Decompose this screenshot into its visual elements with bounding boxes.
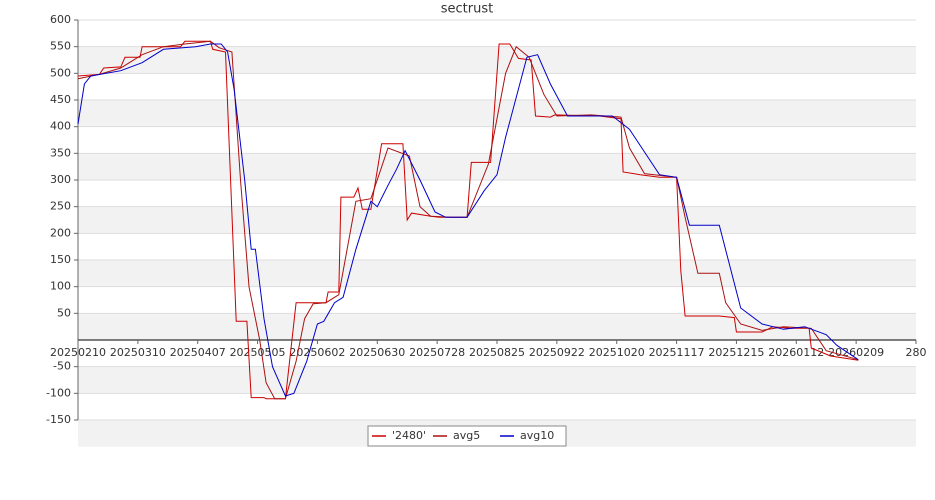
grid-band <box>78 100 916 127</box>
x-tick-label: 20250407 <box>170 346 226 359</box>
legend-label: avg10 <box>520 429 554 442</box>
chart-title: sectrust <box>441 2 493 17</box>
series-line <box>77 40 859 400</box>
x-tick-label: 20250728 <box>409 346 465 359</box>
x-tick-label: 20251215 <box>708 346 764 359</box>
x-tick-label: 20250310 <box>110 346 166 359</box>
legend-box <box>367 425 567 447</box>
legend-label: avg5 <box>453 429 480 442</box>
x-tick-label: 20250922 <box>529 346 585 359</box>
series-line <box>77 43 859 397</box>
grid-band <box>78 366 916 394</box>
x-tick-label: 20250630 <box>349 346 405 359</box>
x-tick-label: 20250602 <box>289 346 345 359</box>
x-tick-label: 20260112 <box>768 346 824 359</box>
x-tick-label: 20251020 <box>589 346 645 359</box>
y-tick-label: 500 <box>50 66 71 79</box>
y-tick-label: -50 <box>53 360 71 373</box>
x-tick-label: 20251117 <box>649 346 705 359</box>
y-tick-label: 100 <box>50 280 71 293</box>
y-tick-label: 450 <box>50 93 71 106</box>
x-tick-label: 20250825 <box>469 346 525 359</box>
y-tick-label: 200 <box>50 226 71 239</box>
y-tick-label: 250 <box>50 200 71 213</box>
y-tick-label: 350 <box>50 146 71 159</box>
series-line <box>77 40 859 400</box>
grid-band <box>78 206 916 234</box>
y-tick-label: 150 <box>50 253 71 266</box>
x-tick-label: 20250505 <box>230 346 286 359</box>
y-tick-label: 50 <box>57 306 71 319</box>
x-tick-label: 20250210 <box>50 346 106 359</box>
y-tick-label: -150 <box>46 413 71 426</box>
y-tick-label: 550 <box>50 40 71 53</box>
legend-label: '2480' <box>392 429 426 442</box>
y-tick-label: -100 <box>46 386 71 399</box>
y-tick-label: 600 <box>50 13 71 26</box>
y-tick-label: 400 <box>50 120 71 133</box>
y-tick-label: 300 <box>50 173 71 186</box>
x-tick-label: 280 <box>906 346 927 359</box>
grid-band <box>78 260 916 287</box>
grid-band <box>78 153 916 180</box>
